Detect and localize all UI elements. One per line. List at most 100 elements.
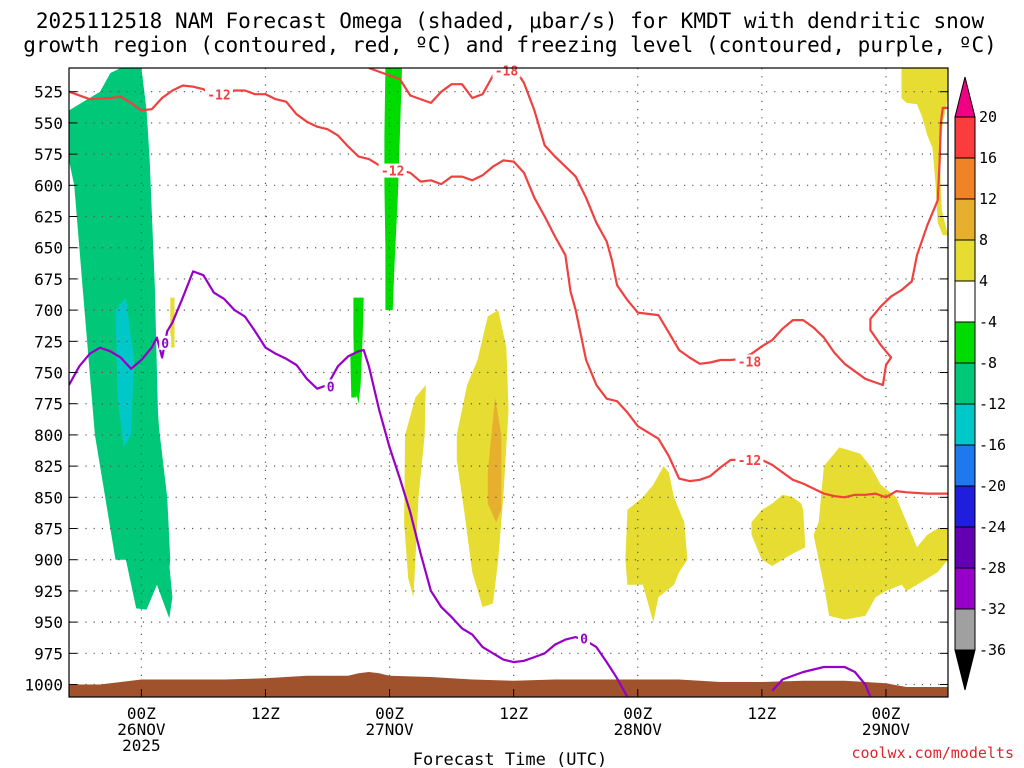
contour-freezing-level <box>69 270 629 697</box>
terrain-surface <box>69 672 948 697</box>
contour-label-bg <box>735 354 764 369</box>
shaded-region-ascent-green-27nov-low <box>350 353 359 398</box>
colorbar-tick-label: 16 <box>979 149 997 167</box>
y-tick-label: 575 <box>34 145 63 164</box>
contour-label-bg <box>577 631 590 646</box>
credit-text: coolwx.com/modelts <box>851 744 1014 762</box>
colorbar-tick-label: -8 <box>979 354 997 372</box>
colorbar-extend-max <box>954 76 976 118</box>
x-tick-label: 2025 <box>122 736 161 755</box>
contour-label-bg <box>378 163 407 178</box>
shaded-region-descent-yellow-28nov <box>625 466 688 623</box>
y-axis-ticks: 525 550 575 600 625 650 675 700 725 750 775 800 825 8… <box>24 83 948 695</box>
colorbar-tick-label: -24 <box>979 518 1006 536</box>
contour-label-bg <box>324 379 337 394</box>
plot-frame <box>68 67 949 698</box>
shaded-region-descent-orange-27nov-core <box>487 397 502 523</box>
y-tick-label: 825 <box>34 457 63 476</box>
x-tick-label: 00Z <box>623 704 652 723</box>
colorbar-segment <box>954 485 976 528</box>
contour-label: 0 <box>161 337 169 352</box>
shaded-region-descent-yellow-28nov-late <box>751 494 806 566</box>
shaded-region-descent-yellow-27nov-a <box>404 385 426 598</box>
shaded-region-descent-yellow-29nov-top <box>901 68 948 236</box>
contour-label: -12 <box>381 165 404 180</box>
y-tick-label: 725 <box>34 332 63 351</box>
colorbar-tick-label: -16 <box>979 436 1006 454</box>
y-tick-label: 1000 <box>24 676 63 695</box>
colorbar-segment <box>954 608 976 651</box>
colorbar-segment <box>954 157 976 200</box>
colorbar-tick-label: 8 <box>979 231 988 249</box>
x-tick-label: 28NOV <box>614 720 663 739</box>
colorbar-segment <box>954 321 976 364</box>
colorbar-segment <box>954 567 976 610</box>
colorbar-segment <box>954 116 976 159</box>
x-tick-label: 00Z <box>127 704 156 723</box>
y-tick-label: 650 <box>34 239 63 258</box>
colorbar-tick-label: 4 <box>979 272 988 290</box>
y-tick-label: 550 <box>34 114 63 133</box>
contour-label: -12 <box>738 454 761 469</box>
colorbar-segment <box>954 198 976 241</box>
contour-label: 0 <box>327 380 335 395</box>
plot-area: -12 -18 -12 -18 -12 0 0 0 <box>68 63 949 698</box>
shaded-region-ascent-green-27nov-tall <box>384 68 402 311</box>
contour-label-bg <box>492 63 521 78</box>
x-tick-label: 12Z <box>251 704 280 723</box>
contour-label-bg <box>159 335 172 350</box>
colorbar-segment <box>954 239 976 282</box>
contour-label: -18 <box>738 356 762 371</box>
y-tick-label: 525 <box>34 83 63 102</box>
colorbar-segment <box>954 526 976 569</box>
y-tick-label: 900 <box>34 551 63 570</box>
y-tick-label: 800 <box>34 426 63 445</box>
colorbar-tick-label: -12 <box>979 395 1006 413</box>
contour-label: -12 <box>207 88 230 103</box>
x-tick-label: 12Z <box>499 704 528 723</box>
colorbar-tick-label: 12 <box>979 190 997 208</box>
y-tick-label: 600 <box>34 176 63 195</box>
shaded-region-ascent-teal-low <box>115 297 135 448</box>
colorbar-tick-label: -32 <box>979 600 1006 618</box>
terrain-layer <box>69 672 948 697</box>
y-tick-label: 700 <box>34 301 63 320</box>
y-tick-label: 975 <box>34 644 63 663</box>
colorbar-segment <box>954 362 976 405</box>
chart-title-line1: 2025112518 NAM Forecast Omega (shaded, μ… <box>36 9 985 33</box>
contour-label-bg <box>204 87 233 102</box>
omega-shading-layer <box>69 68 948 623</box>
colorbar: -36 -32 -28 -24 -20 -16 -12 -8 -4 4 8 12 16 20 <box>954 76 1006 691</box>
colorbar-tick-label: -20 <box>979 477 1006 495</box>
y-tick-label: 950 <box>34 613 63 632</box>
colorbar-tick-label: -28 <box>979 559 1006 577</box>
colorbar-extend-min <box>954 649 976 691</box>
colorbar-tick-label: 20 <box>979 108 997 126</box>
x-tick-label: 26NOV <box>117 720 166 739</box>
colorbar-tick-label: -36 <box>979 641 1006 659</box>
y-tick-label: 875 <box>34 520 63 539</box>
contour-label-layer: -12 -18 -12 -18 -12 0 0 0 <box>159 63 764 648</box>
y-tick-label: 750 <box>34 364 63 383</box>
contour-label: -18 <box>495 65 519 80</box>
y-tick-label: 925 <box>34 582 63 601</box>
x-tick-label: 00Z <box>871 704 900 723</box>
colorbar-tick-label: -4 <box>979 313 997 331</box>
contour-label: 0 <box>580 633 588 648</box>
x-tick-label: 27NOV <box>365 720 414 739</box>
x-tick-label: 29NOV <box>862 720 911 739</box>
colorbar-segment <box>954 444 976 487</box>
x-tick-label: 12Z <box>747 704 776 723</box>
colorbar-segment <box>954 280 976 323</box>
shaded-region-descent-yellow-29nov <box>813 447 948 620</box>
shaded-region-ascent-green-midday26 <box>155 410 171 598</box>
y-tick-label: 850 <box>34 488 63 507</box>
shaded-region-descent-yellow-27nov-b <box>456 310 509 608</box>
chart-title-line2: growth region (contoured, red, ºC) and f… <box>23 33 997 57</box>
y-tick-label: 625 <box>34 208 63 227</box>
x-tick-label: 00Z <box>375 704 404 723</box>
plot-background <box>69 68 948 697</box>
colorbar-segment <box>954 403 976 446</box>
